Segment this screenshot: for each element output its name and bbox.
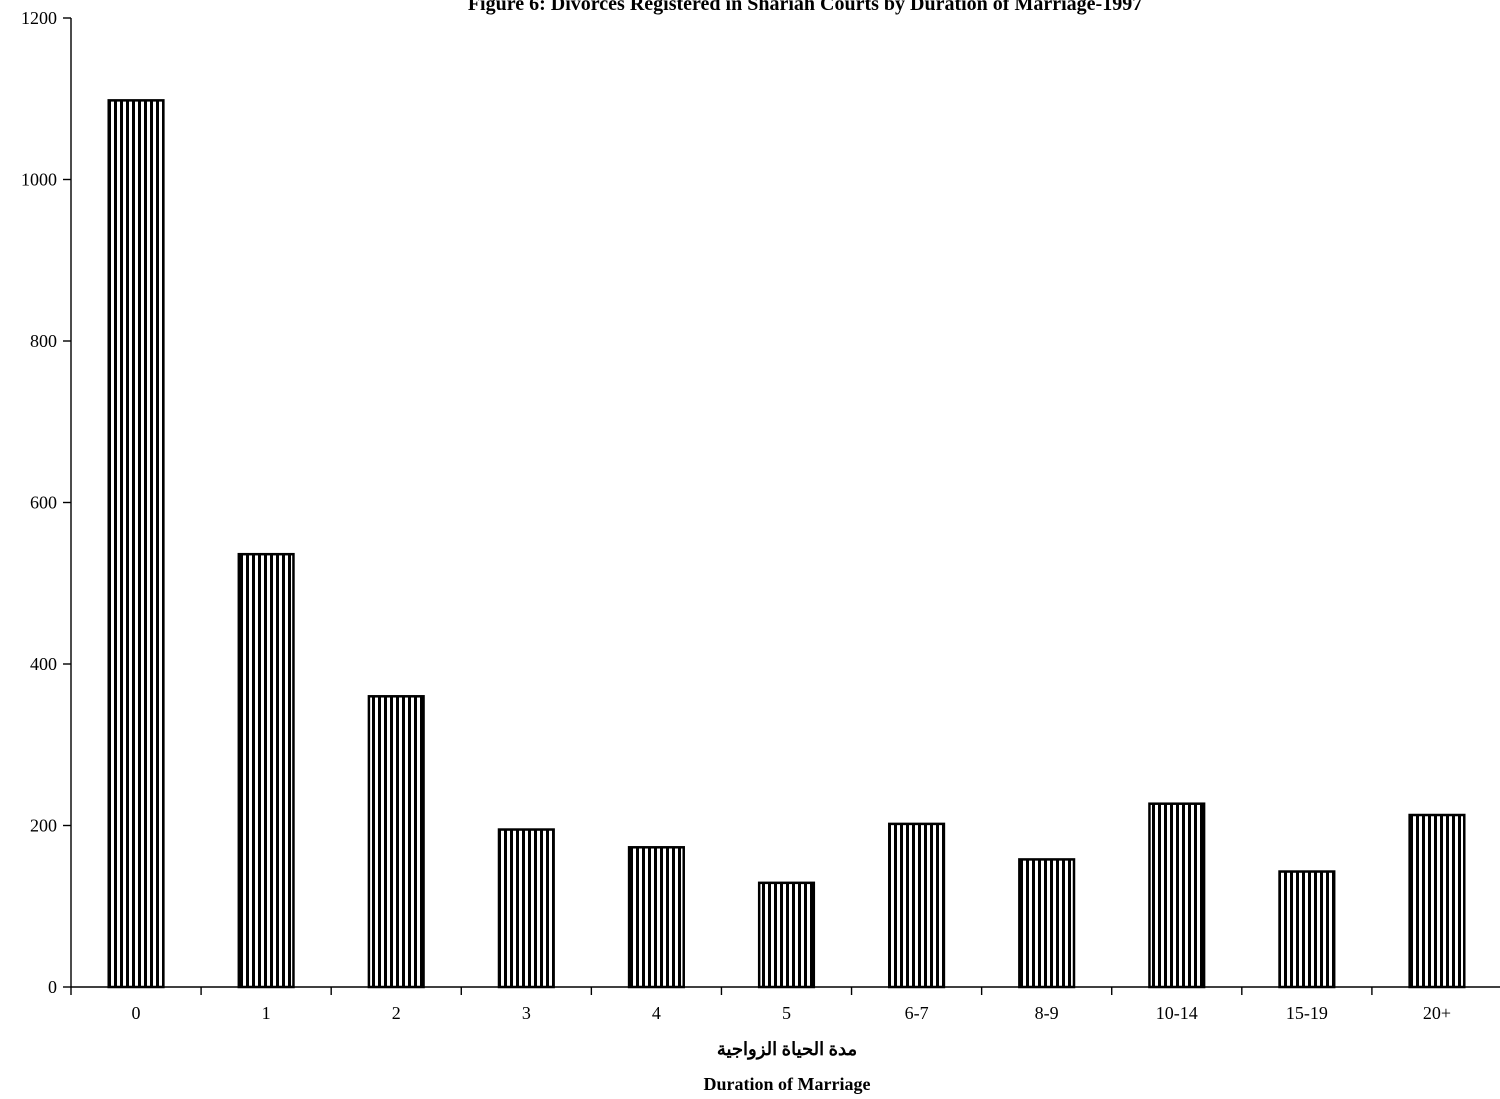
x-tick-label: 0 [132, 1003, 141, 1023]
bar-5 [757, 881, 816, 989]
bar-3 [497, 828, 555, 989]
x-tick-label: 2 [392, 1003, 401, 1023]
x-tick-label: 10-14 [1156, 1003, 1198, 1023]
bar-8-9 [1018, 858, 1076, 989]
bar-1 [237, 552, 295, 989]
x-tick-label: 15-19 [1286, 1003, 1328, 1023]
bar-4 [627, 846, 685, 989]
y-tick-label: 600 [30, 493, 57, 513]
y-tick-label: 200 [30, 816, 57, 836]
bar-2 [367, 695, 425, 989]
y-axis: 0 200 400 600 800 1000 1200 [21, 8, 72, 997]
x-tick-label: 1 [262, 1003, 271, 1023]
x-axis: 0 1 2 3 4 5 6-7 8-9 10-14 15-19 20+ [70, 986, 1500, 1023]
bar-10-14 [1148, 802, 1206, 989]
y-tick-label: 1000 [21, 170, 57, 190]
x-tick-label: 20+ [1423, 1003, 1451, 1023]
y-tick-label: 400 [30, 654, 57, 674]
x-axis-label-arabic: مدة الحياة الزواجية [717, 1039, 857, 1060]
x-tick-label: 5 [782, 1003, 791, 1023]
x-tick-label: 4 [652, 1003, 661, 1023]
x-tick-label: 3 [522, 1003, 531, 1023]
y-tick-label: 800 [30, 331, 57, 351]
y-tick-label: 0 [48, 977, 57, 997]
bar-6-7 [888, 822, 946, 989]
bar-0 [107, 99, 165, 989]
bar-15-19 [1278, 870, 1336, 989]
x-tick-label: 6-7 [905, 1003, 929, 1023]
x-axis-label: Duration of Marriage [704, 1074, 871, 1094]
x-tick-label: 8-9 [1035, 1003, 1059, 1023]
bar-20+ [1408, 813, 1466, 989]
bars [107, 99, 1466, 989]
chart-title: Figure 6: Divorces Registered in Shariah… [468, 0, 1142, 15]
y-tick-label: 1200 [21, 8, 57, 28]
